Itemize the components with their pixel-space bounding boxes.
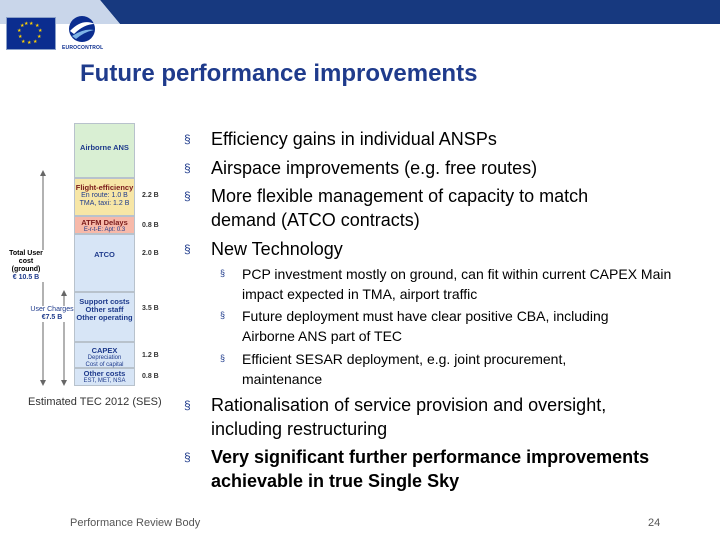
svg-text:★: ★ bbox=[29, 21, 34, 27]
svg-text:★: ★ bbox=[33, 39, 38, 45]
chart-other-segment: Other costs EST, MET, NSA bbox=[74, 368, 135, 386]
eurocontrol-label: EUROCONTROL bbox=[62, 45, 104, 51]
svg-text:★: ★ bbox=[20, 23, 25, 29]
sub-bullet-1: PCP investment mostly on ground, can fit… bbox=[242, 266, 672, 302]
value-capex: 1.2 B bbox=[142, 352, 159, 359]
segment-label-atfm: ATFM Delays bbox=[81, 218, 128, 227]
page-title: Future performance improvements bbox=[80, 60, 478, 87]
value-other: 0.8 B bbox=[142, 373, 159, 380]
svg-text:★: ★ bbox=[38, 28, 43, 34]
value-flight-efficiency: 2.2 B bbox=[142, 192, 159, 199]
total-user-cost-label: Total User cost (ground) € 10.5 B bbox=[4, 250, 48, 282]
chart-support-segment: Support costs Other staff Other operatin… bbox=[74, 292, 135, 342]
chart-caption: Estimated TEC 2012 (SES) bbox=[28, 396, 162, 408]
bullet-marker: § bbox=[184, 161, 191, 175]
svg-text:★: ★ bbox=[21, 39, 26, 45]
logo-area: ★ ★ ★ ★ ★ ★ ★ ★ ★ ★ ★ EUROCONTROL bbox=[6, 14, 106, 54]
svg-text:★: ★ bbox=[37, 34, 42, 40]
value-atco: 2.0 B bbox=[142, 250, 159, 257]
segment-label-capex: CAPEX bbox=[91, 346, 118, 355]
page-number: 24 bbox=[648, 517, 661, 529]
sub-bullet-marker: § bbox=[220, 310, 226, 320]
value-support: 3.5 B bbox=[142, 305, 159, 312]
segment-sub-atfm: E-r-t-E: Apt: 0.3 bbox=[83, 227, 126, 233]
segment-sub-capex-1: Depreciation bbox=[87, 355, 122, 361]
svg-text:★: ★ bbox=[35, 23, 40, 29]
segment-sub-support-2: Other operating bbox=[76, 313, 133, 322]
segment-sub-capex-2: Cost of capital bbox=[85, 362, 124, 368]
main-bullet-1: Efficiency gains in individual ANSPs bbox=[211, 129, 497, 149]
total-label-text: Total User cost (ground) bbox=[9, 250, 43, 273]
eurocontrol-logo-icon bbox=[62, 14, 102, 54]
svg-text:★: ★ bbox=[27, 40, 32, 46]
main-bullet-5: Rationalisation of service provision and… bbox=[211, 395, 607, 439]
bullet-marker: § bbox=[184, 450, 191, 464]
eu-flag-icon: ★ ★ ★ ★ ★ ★ ★ ★ ★ ★ ★ bbox=[6, 17, 56, 50]
bullet-marker: § bbox=[184, 189, 191, 203]
main-bullet-6: Very significant further performance imp… bbox=[211, 447, 650, 491]
segment-label-other: Other costs bbox=[83, 369, 126, 378]
bullet-marker: § bbox=[184, 398, 191, 412]
sub-bullet-3: Efficient SESAR deployment, e.g. joint p… bbox=[242, 351, 567, 387]
segment-sub-flight-efficiency-2: TMA, taxi: 1.2 B bbox=[79, 200, 130, 207]
segment-sub-flight-efficiency-1: En route: 1.0 B bbox=[81, 192, 128, 199]
bullet-marker: § bbox=[184, 132, 191, 146]
svg-text:★: ★ bbox=[17, 28, 22, 34]
sub-bullet-2: Future deployment must have clear positi… bbox=[242, 308, 609, 344]
svg-text:★: ★ bbox=[18, 34, 23, 40]
charges-label-text: User Charges bbox=[30, 306, 74, 313]
chart-airborne-segment: Airborne ANS bbox=[74, 123, 135, 178]
value-atfm: 0.8 B bbox=[142, 222, 159, 229]
segment-sub-support-1: Other staff bbox=[85, 305, 124, 314]
segment-label-flight-efficiency: Flight-efficiency bbox=[75, 183, 134, 192]
charges-value-text: €7.5 B bbox=[41, 314, 63, 321]
main-bullet-4: New Technology bbox=[211, 239, 343, 259]
svg-text:★: ★ bbox=[24, 21, 29, 27]
chart-atfm-segment: ATFM Delays E-r-t-E: Apt: 0.3 bbox=[74, 216, 135, 234]
footer-text: Performance Review Body bbox=[70, 517, 201, 529]
main-bullet-2: Airspace improvements (e.g. free routes) bbox=[211, 158, 538, 178]
segment-label-airborne: Airborne ANS bbox=[80, 143, 129, 152]
segment-label-support: Support costs bbox=[79, 297, 130, 306]
bullet-marker: § bbox=[184, 242, 191, 256]
user-charges-label: User Charges €7.5 B bbox=[30, 306, 74, 322]
chart-atco-segment: ATCO bbox=[74, 234, 135, 292]
top-banner bbox=[0, 0, 720, 24]
chart-capex-segment: CAPEX Depreciation Cost of capital bbox=[74, 342, 135, 368]
total-value-text: € 10.5 B bbox=[12, 274, 40, 281]
sub-bullet-marker: § bbox=[220, 353, 226, 363]
sub-bullet-marker: § bbox=[220, 268, 226, 278]
segment-sub-other: EST, MET, NSA bbox=[83, 378, 126, 384]
chart-flight-efficiency-segment: Flight-efficiency En route: 1.0 B TMA, t… bbox=[74, 178, 135, 216]
segment-label-atco: ATCO bbox=[94, 250, 115, 259]
main-bullet-3: More flexible management of capacity to … bbox=[211, 186, 589, 230]
